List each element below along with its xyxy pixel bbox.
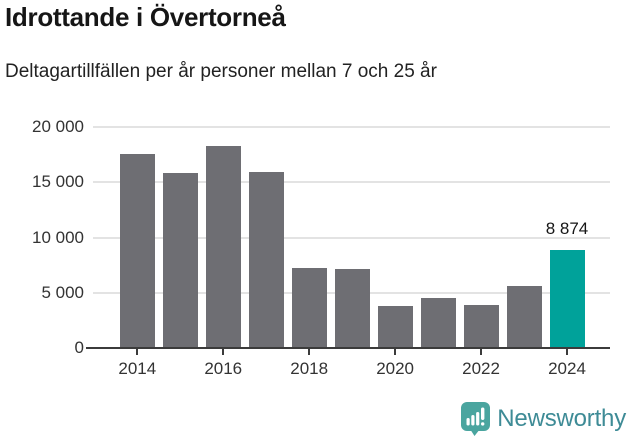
x-axis-label: 2018 — [290, 359, 329, 378]
x-axis-label: 2016 — [204, 359, 243, 378]
chart-subtitle: Deltagartillfällen per år personer mella… — [5, 61, 437, 82]
bar-2015 — [162, 172, 198, 348]
newsworthy-logo: Newsworthy — [461, 402, 626, 436]
gridline-10000 — [93, 236, 610, 239]
x-axis-label: 2024 — [548, 359, 586, 378]
bar-2024 — [549, 249, 585, 348]
value-label-2024: 8 874 — [545, 219, 589, 238]
bar-2019 — [334, 268, 370, 348]
x-tick-2014 — [136, 349, 139, 355]
bar-2017 — [248, 171, 284, 348]
x-tick-2018 — [308, 349, 311, 355]
y-axis-label: 20 000 — [32, 117, 84, 136]
y-axis-label: 15 000 — [32, 172, 84, 192]
gridline-15000 — [93, 181, 610, 184]
y-axis-label: 0 — [74, 338, 84, 357]
bar-2014 — [119, 153, 155, 348]
bar-2020 — [377, 306, 413, 348]
x-tick-2022 — [480, 349, 483, 355]
bar-2023 — [506, 286, 542, 348]
newsworthy-wordmark: Newsworthy — [497, 405, 626, 432]
x-tick-2020 — [394, 349, 397, 355]
newsworthy-icon — [461, 402, 491, 436]
bar-2022 — [463, 304, 499, 348]
x-tick-2016 — [222, 349, 225, 355]
chart-title: Idrottande i Övertorneå — [5, 2, 286, 32]
bar-2018 — [291, 268, 327, 348]
x-axis-line — [86, 347, 610, 349]
y-axis-label: 5 000 — [41, 282, 84, 302]
y-axis-label: 10 000 — [32, 227, 84, 247]
bar-2021 — [420, 297, 456, 348]
x-axis-label: 2022 — [462, 359, 500, 378]
gridline-20000 — [93, 126, 610, 128]
x-tick-2024 — [566, 349, 568, 355]
bar-2016 — [205, 146, 241, 348]
x-axis-label: 2014 — [118, 359, 157, 378]
x-axis-label: 2020 — [376, 359, 415, 378]
